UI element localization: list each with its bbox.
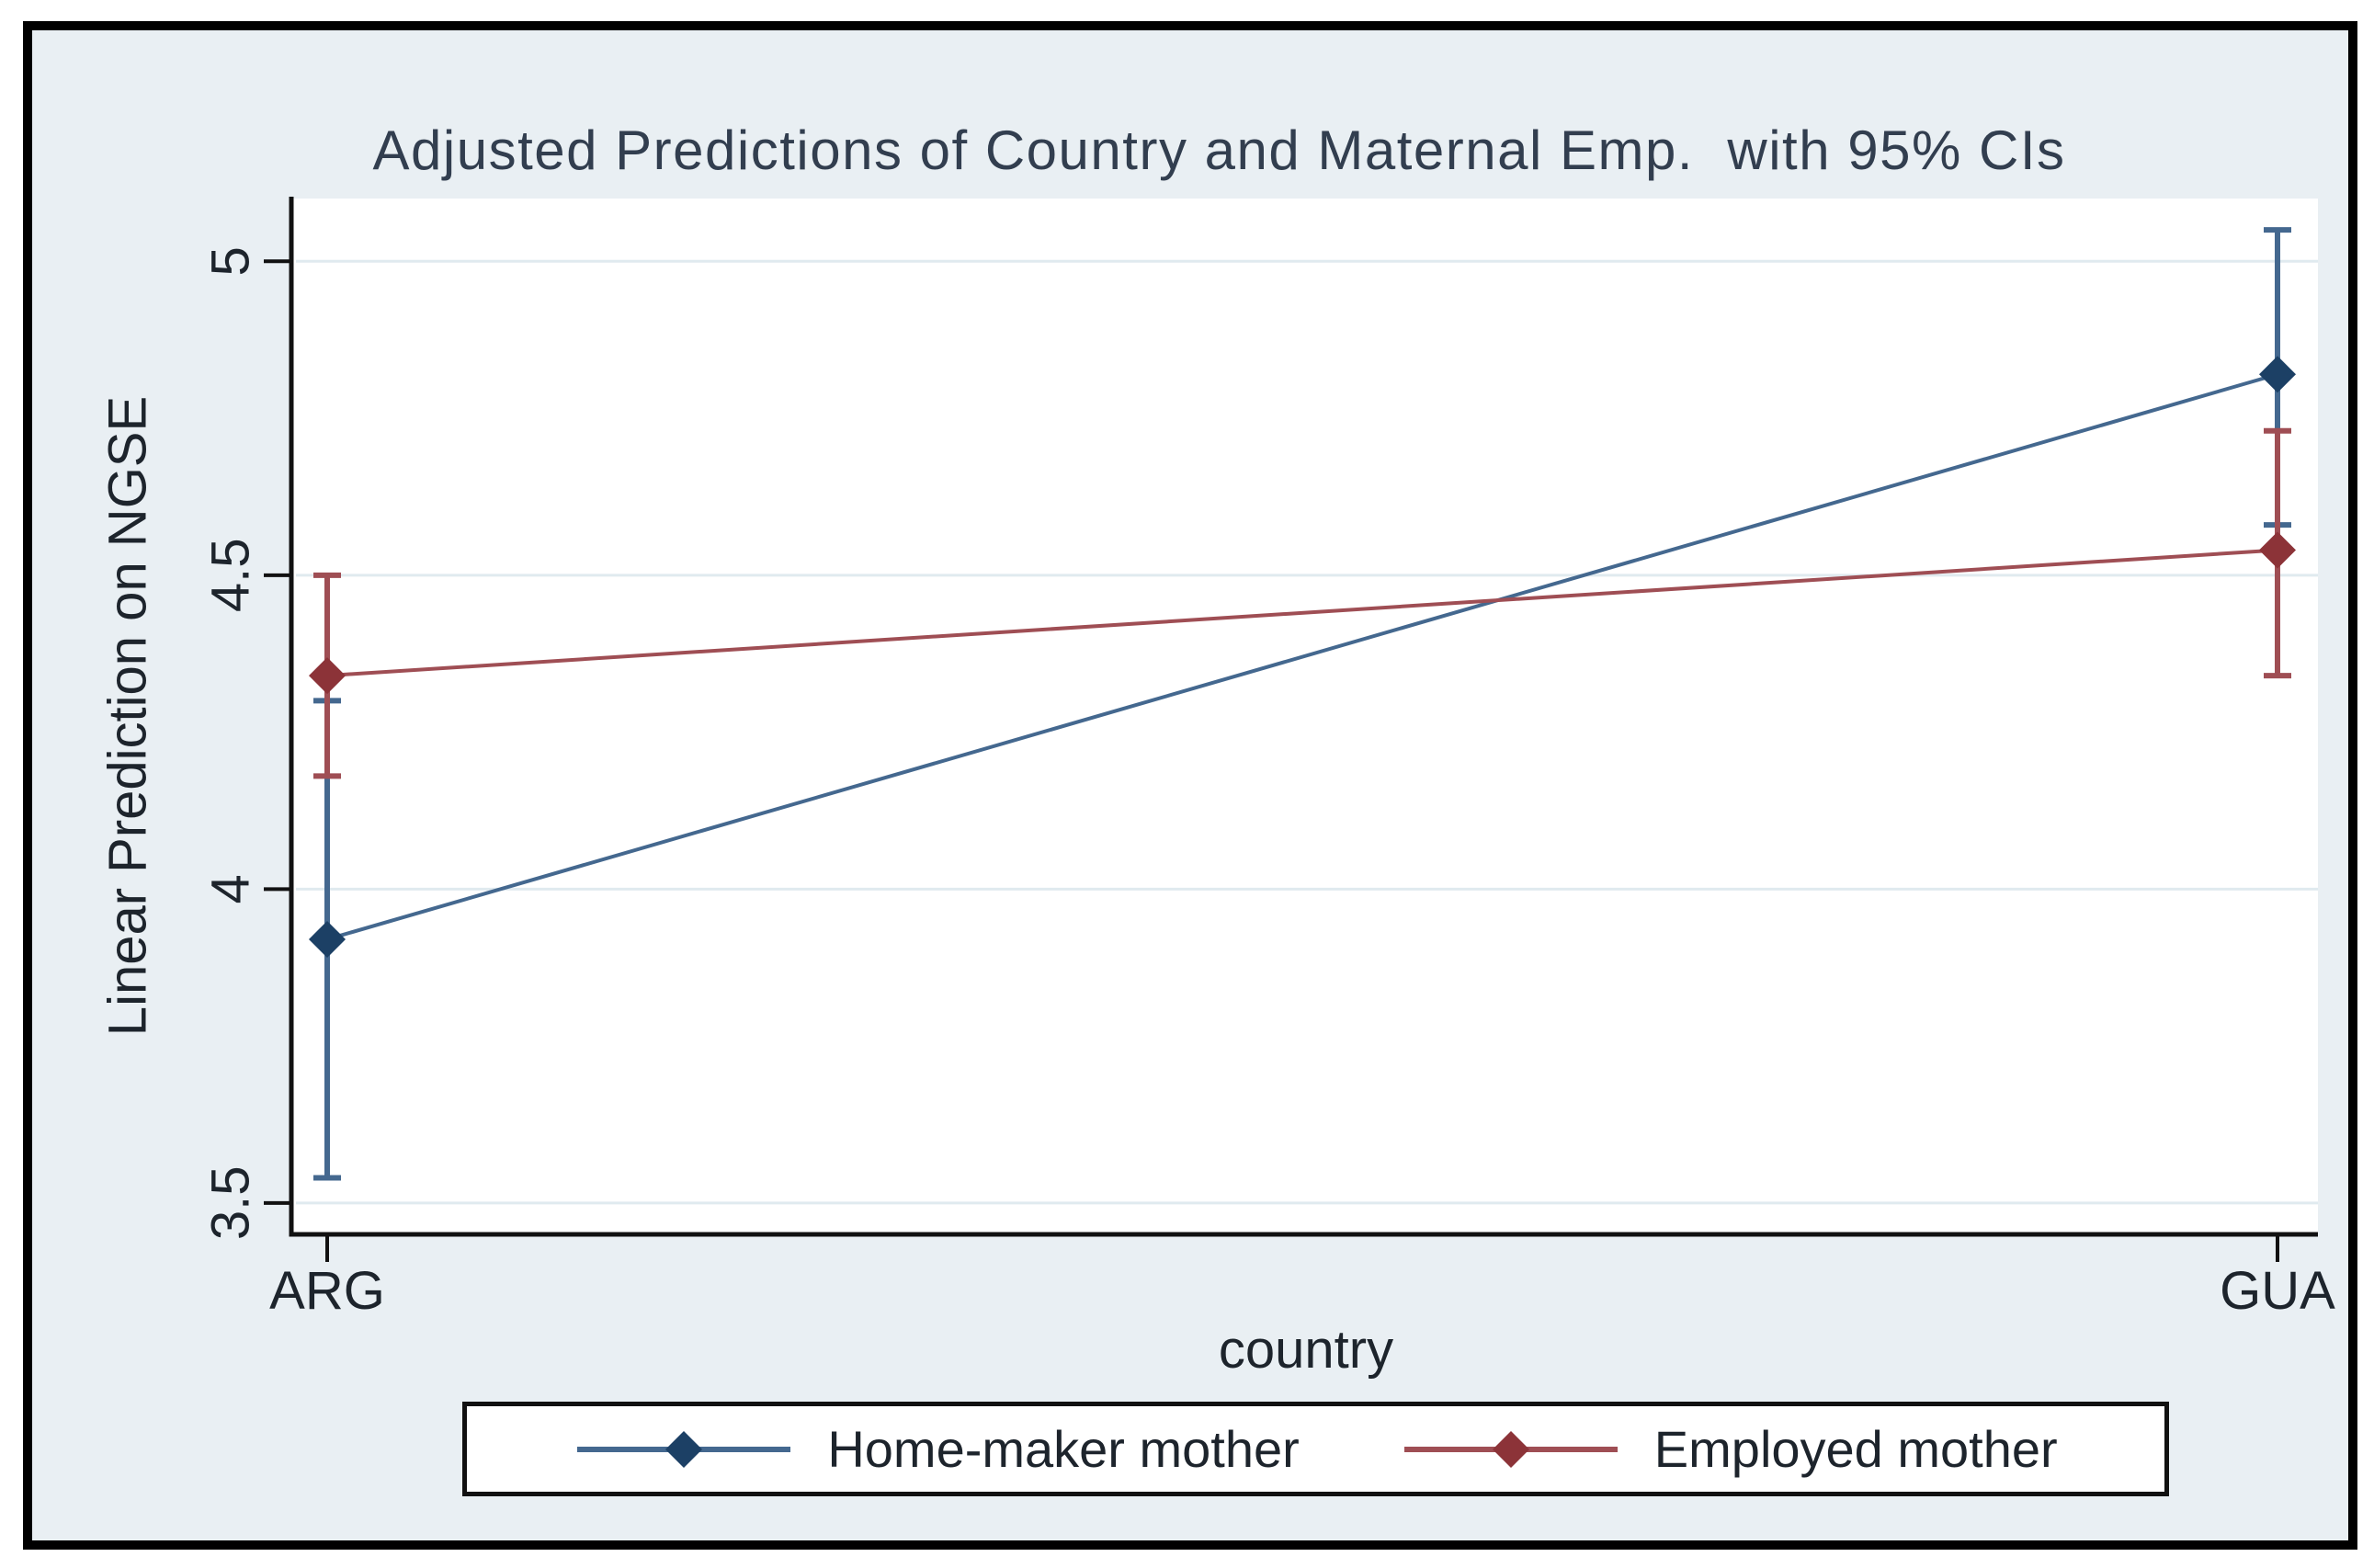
- legend-entry-homemaker: Home-maker mother: [574, 1419, 1300, 1479]
- legend-symbol-1: [1403, 1430, 1618, 1468]
- legend-label-homemaker: Home-maker mother: [827, 1420, 1300, 1478]
- graph-frame: Adjusted Predictions of Country and Mate…: [23, 21, 2357, 1550]
- chart-title: Adjusted Predictions of Country and Mate…: [372, 119, 2066, 181]
- legend-entry-employed: Employed mother: [1401, 1419, 2058, 1479]
- legend-label-employed: Employed mother: [1653, 1420, 2058, 1478]
- x-tick-label-gua: GUA: [2220, 1261, 2335, 1321]
- x-tick-label-arg: ARG: [269, 1261, 385, 1321]
- legend-symbol-0: [577, 1430, 791, 1468]
- legend: Home-maker mother Employed mother: [462, 1402, 2169, 1496]
- y-tick-label-3.5: 3.5: [201, 1166, 261, 1241]
- x-axis-title: country: [1218, 1320, 1394, 1380]
- y-tick-label-4: 4: [201, 874, 261, 903]
- y-tick-label-4.5: 4.5: [201, 538, 261, 612]
- plot-area: [293, 199, 2318, 1234]
- y-axis-title: Linear Prediction on NGSE: [97, 395, 158, 1037]
- y-tick-label-5: 5: [201, 246, 261, 276]
